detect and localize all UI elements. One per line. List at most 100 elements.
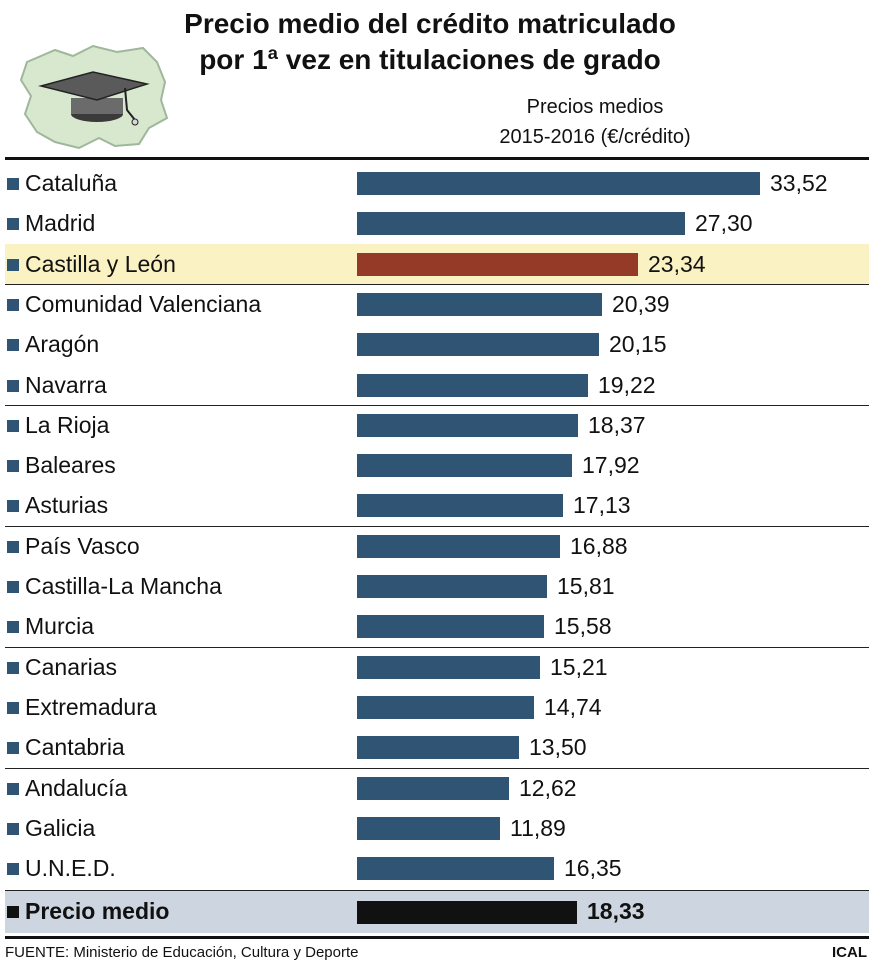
bar-row: Galicia 11,89	[5, 808, 869, 848]
bar	[357, 776, 509, 800]
bar	[357, 333, 599, 357]
bar	[357, 212, 685, 236]
bar	[357, 373, 588, 397]
bar-row: Cataluña 33,52	[5, 163, 869, 203]
bar	[357, 292, 602, 316]
bar-row: Asturias 17,13	[5, 485, 869, 525]
bar	[357, 575, 547, 598]
category-label: Galicia	[25, 814, 96, 841]
graduation-cap-over-map-icon	[19, 44, 169, 150]
value-label: 15,58	[554, 613, 612, 640]
bar-row: Comunidad Valenciana 20,39	[5, 284, 869, 324]
bar	[357, 454, 572, 478]
bar	[357, 252, 638, 276]
bar	[357, 494, 563, 518]
value-label: 14,74	[544, 693, 602, 720]
bar	[357, 816, 500, 840]
bar-row: Canarias 15,21	[5, 647, 869, 687]
value-label: 12,62	[519, 774, 577, 801]
group-separator	[5, 647, 869, 648]
bar	[357, 534, 560, 558]
bar-row: Castilla-La Mancha 15,81	[5, 566, 869, 606]
category-label: Navarra	[25, 371, 107, 398]
chart-title: Precio medio del crédito matriculado por…	[120, 6, 740, 78]
bullet-square-icon	[7, 661, 19, 674]
bar-row: U.N.E.D. 16,35	[5, 848, 869, 888]
chart-title-line-1: Precio medio del crédito matriculado	[184, 8, 676, 39]
category-label: Comunidad Valenciana	[25, 290, 262, 317]
value-label: 23,34	[648, 250, 706, 277]
bar	[357, 413, 578, 437]
bullet-square-icon	[7, 339, 19, 352]
category-label: Asturias	[25, 492, 109, 519]
bullet-square-icon	[7, 782, 19, 795]
category-label: Andalucía	[25, 774, 128, 801]
group-separator	[5, 405, 869, 406]
bullet-square-icon	[7, 500, 19, 513]
source-note: FUENTE: Ministerio de Educación, Cultura…	[5, 944, 359, 961]
bar-row: Madrid 27,30	[5, 203, 869, 243]
value-label: 17,92	[582, 452, 640, 479]
category-label: Extremadura	[25, 693, 157, 720]
category-label: La Rioja	[25, 411, 110, 438]
category-label: Madrid	[25, 210, 96, 237]
value-label: 33,52	[770, 170, 828, 196]
bar	[357, 901, 577, 925]
value-label: 15,81	[557, 573, 615, 599]
group-separator	[5, 768, 869, 769]
category-label: Murcia	[25, 613, 95, 640]
bullet-square-icon	[7, 540, 19, 553]
bar-row: País Vasco 16,88	[5, 526, 869, 566]
value-label: 19,22	[598, 371, 656, 398]
value-label: 18,33	[587, 898, 645, 925]
group-separator	[5, 284, 869, 285]
value-label: 17,13	[573, 492, 631, 519]
bullet-square-icon	[7, 258, 19, 271]
bullet-square-icon	[7, 822, 19, 835]
bar	[357, 655, 540, 679]
category-label: Baleares	[25, 452, 116, 479]
value-label: 15,21	[550, 653, 608, 680]
value-label: 11,89	[510, 814, 566, 841]
bullet-square-icon	[7, 298, 19, 311]
category-label: Aragón	[25, 331, 100, 358]
bar-row: Murcia 15,58	[5, 606, 869, 646]
chart-subtitle-line-1: Precios medios	[526, 96, 664, 118]
bar-row: Extremadura 14,74	[5, 687, 869, 727]
bar	[357, 172, 760, 195]
bullet-square-icon	[7, 621, 19, 634]
bullet-square-icon	[7, 581, 19, 593]
bar-row: Navarra 19,22	[5, 365, 869, 405]
value-label: 18,37	[588, 411, 646, 438]
category-label: Cantabria	[25, 734, 125, 761]
agency-credit: ICAL	[832, 944, 867, 961]
bar	[357, 857, 554, 881]
category-label: Canarias	[25, 653, 118, 680]
bullet-square-icon	[7, 742, 19, 755]
bullet-square-icon	[7, 178, 19, 190]
bullet-square-icon	[7, 701, 19, 714]
value-label: 16,35	[564, 855, 622, 882]
bar	[357, 695, 534, 719]
category-label: Castilla-La Mancha	[25, 573, 222, 599]
top-rule	[5, 157, 869, 160]
category-label: País Vasco	[25, 532, 140, 559]
bullet-square-icon	[7, 906, 19, 919]
group-separator	[5, 526, 869, 527]
bar-row: Baleares 17,92	[5, 445, 869, 485]
value-label: 20,15	[609, 331, 667, 358]
chart-subtitle: Precios medios 2015-2016 (€/crédito)	[470, 92, 720, 152]
group-separator	[5, 890, 869, 891]
bar-row: Cantabria 13,50	[5, 727, 869, 767]
bar-row: Aragón 20,15	[5, 324, 869, 364]
category-label: Cataluña	[25, 170, 118, 196]
average-row: Precio medio 18,33	[5, 891, 869, 934]
bottom-rule	[5, 936, 869, 939]
category-label: U.N.E.D.	[25, 855, 116, 882]
bar-row: La Rioja 18,37	[5, 405, 869, 445]
chart-title-line-2: por 1ª vez en titulaciones de grado	[199, 44, 661, 75]
bar	[357, 615, 544, 639]
bullet-square-icon	[7, 419, 19, 432]
value-label: 20,39	[612, 290, 670, 317]
